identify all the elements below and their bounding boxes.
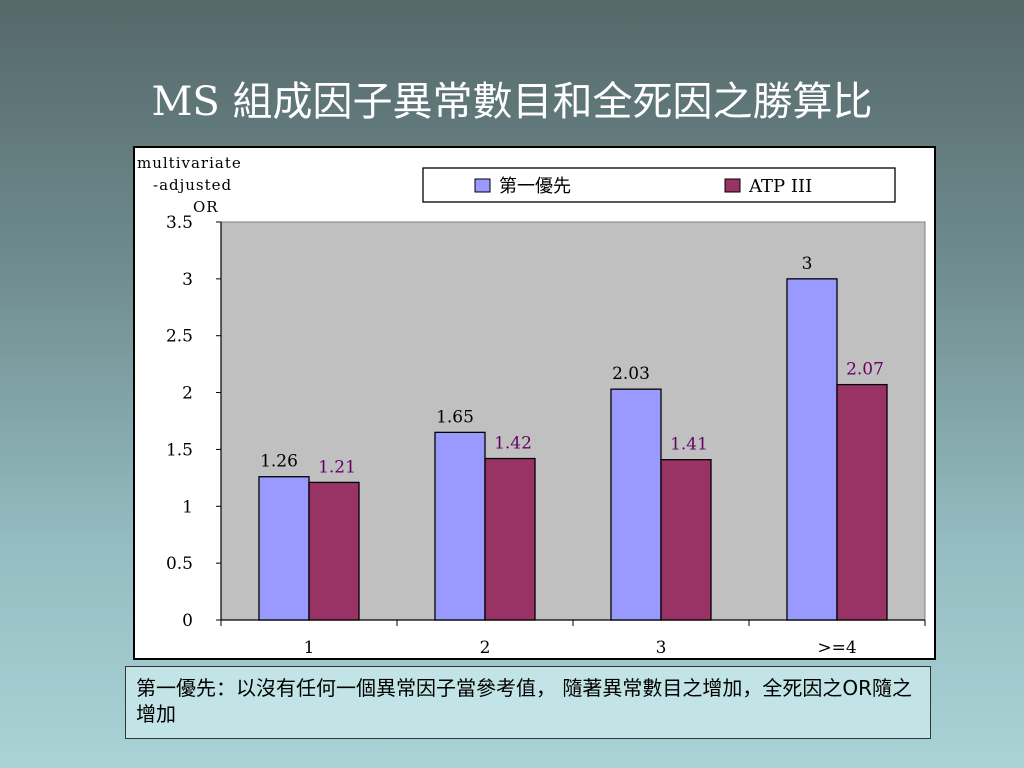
data-label: 2.03: [612, 364, 650, 384]
y-tick-label: 1: [182, 497, 193, 517]
legend-swatch: [474, 178, 491, 193]
bar-chart: 0 0.5 1 1.5 2 2.5 3 3.5 multivariate -adjusted OR 1…: [137, 154, 926, 658]
legend-label: ATP III: [748, 176, 812, 197]
y-axis-label-line: -adjusted: [153, 176, 232, 194]
data-label: 1.41: [670, 435, 708, 455]
chart-area: 0 0.5 1 1.5 2 2.5 3 3.5 multivariate -adjusted OR 1…: [133, 146, 936, 660]
y-axis-label-line: multivariate: [137, 154, 242, 172]
y-axis-label-line: OR: [193, 198, 219, 216]
legend-swatch: [724, 178, 741, 193]
slide-title: MS 組成因子異常數目和全死因之勝算比: [151, 79, 873, 125]
x-tick-label: >=4: [817, 638, 856, 658]
bar-first-priority: [258, 476, 310, 621]
legend-label: 第一優先: [499, 176, 571, 197]
bar-atp-iii: [660, 459, 712, 621]
bar-first-priority: [434, 431, 486, 621]
data-label: 1.42: [494, 434, 532, 454]
bar-atp-iii: [308, 481, 360, 621]
data-label: 2.07: [846, 360, 884, 380]
y-tick-label: 2.5: [166, 327, 193, 347]
bar-first-priority: [786, 278, 838, 621]
y-tick-label: 0: [182, 611, 193, 631]
caption-box: 第一優先：以沒有任何一個異常因子當參考值， 隨著異常數目之增加，全死因之OR隨之…: [125, 666, 931, 739]
x-tick-label: 1: [304, 638, 315, 658]
y-tick-label: 1.5: [166, 440, 193, 460]
y-tick-label: 2: [182, 384, 193, 404]
y-tick-label: 3.5: [166, 213, 193, 233]
legend-box: [422, 167, 896, 203]
bar-first-priority: [610, 388, 662, 621]
x-tick-label: 2: [480, 638, 491, 658]
data-label: 3: [802, 254, 813, 274]
x-tick-label: 3: [656, 638, 667, 658]
data-label: 1.65: [436, 407, 474, 427]
data-label: 1.26: [260, 452, 298, 472]
bar-atp-iii: [484, 457, 536, 621]
bar-atp-iii: [836, 383, 888, 621]
y-tick-label: 0.5: [166, 554, 193, 574]
y-tick-label: 3: [182, 270, 193, 290]
data-label: 1.21: [318, 457, 356, 477]
